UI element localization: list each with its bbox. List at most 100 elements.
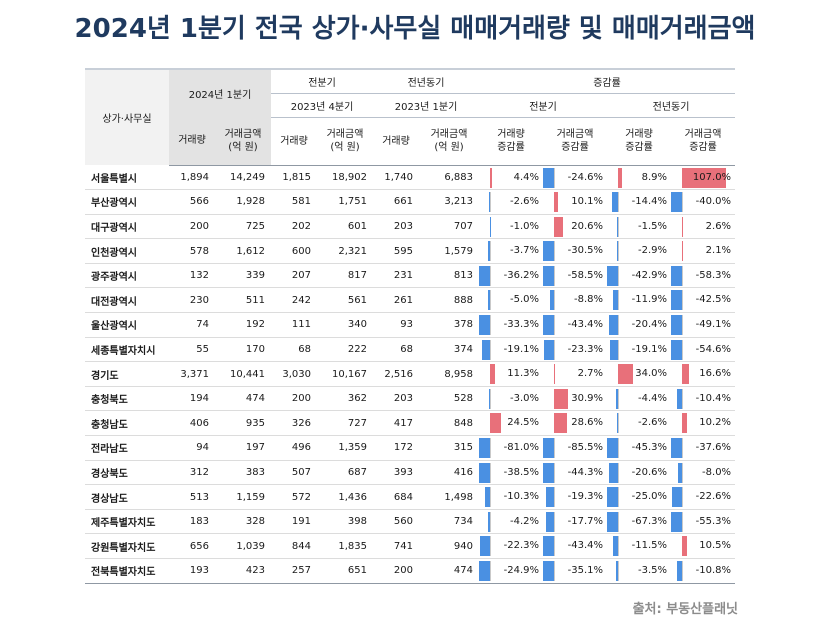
amt-change-year-cell: -22.6% (671, 484, 736, 510)
region-cell: 광주광역시 (85, 263, 169, 289)
prev-year-volume-cell: 203 (373, 386, 420, 412)
vol-change-year-cell: -20.6% (607, 460, 672, 486)
change-value: -19.3% (567, 491, 604, 503)
bar-axis (490, 388, 492, 409)
current-amount-cell: 10,441 (215, 361, 271, 387)
negative-change-bar (671, 290, 683, 311)
prev-quarter-volume-cell: 200 (271, 386, 317, 412)
negative-change-bar (678, 462, 682, 483)
prev-year-volume-cell: 1,740 (373, 165, 420, 191)
current-volume-cell: 230 (169, 287, 215, 314)
positive-change-bar (490, 167, 492, 188)
prev-quarter-amount-cell: 2,321 (317, 238, 374, 264)
change-value: -4.4% (638, 392, 668, 404)
change-value: -20.4% (631, 319, 668, 331)
vol-change-quarter-cell: -3.0% (479, 386, 544, 412)
bar-axis (618, 192, 620, 213)
region-cell: 대구광역시 (85, 214, 169, 240)
header-amount-change: 거래금액 증감률 (543, 117, 608, 166)
bar-axis (554, 290, 556, 311)
current-amount-cell: 935 (215, 410, 271, 437)
vol-change-quarter-cell: -3.7% (479, 238, 544, 264)
header-amount: 거래금액 (억 원) (419, 117, 480, 166)
current-volume-cell: 193 (169, 558, 215, 584)
current-volume-cell: 55 (169, 337, 215, 363)
change-value: -10.4% (695, 392, 732, 404)
negative-change-bar (616, 561, 618, 581)
current-amount-cell: 474 (215, 386, 271, 412)
vol-change-quarter-cell: -19.1% (479, 337, 544, 363)
bar-axis (618, 536, 620, 557)
bar-axis (490, 192, 492, 213)
region-cell: 세종특별자치시 (85, 337, 169, 363)
prev-quarter-amount-cell: 222 (317, 337, 374, 363)
change-value: 10.1% (571, 196, 604, 208)
current-amount-cell: 170 (215, 337, 271, 363)
table-row: 경상북도 312 383 507 687 393 416 -38.5% -44.3% -20.6%… (85, 460, 736, 486)
prev-quarter-amount-cell: 10,167 (317, 361, 374, 387)
negative-change-bar (671, 339, 683, 360)
change-value: 4.4% (513, 171, 540, 183)
negative-change-bar (488, 511, 490, 532)
current-volume-cell: 3,371 (169, 361, 215, 387)
bar-axis (618, 265, 620, 286)
prev-year-volume-cell: 393 (373, 460, 420, 486)
prev-quarter-volume-cell: 207 (271, 263, 317, 289)
bar-axis (682, 339, 684, 360)
change-value: 16.6% (699, 368, 732, 380)
prev-quarter-amount-cell: 601 (317, 214, 374, 240)
bar-axis (554, 339, 556, 360)
negative-change-bar (543, 339, 554, 360)
vol-change-quarter-cell: -81.0% (479, 435, 544, 461)
amt-change-quarter-cell: 30.9% (543, 386, 608, 412)
vol-change-quarter-cell: -10.3% (479, 484, 544, 510)
amt-change-year-cell: -42.5% (671, 287, 736, 314)
region-cell: 충청남도 (85, 410, 169, 437)
bar-axis (618, 339, 620, 360)
bar-axis (490, 511, 492, 532)
amt-change-year-cell: -55.3% (671, 509, 736, 535)
negative-change-bar (488, 192, 490, 213)
amt-change-quarter-cell: 10.1% (543, 189, 608, 215)
change-value: -54.6% (695, 343, 732, 355)
negative-change-bar (617, 216, 618, 237)
prev-quarter-amount-cell: 340 (317, 312, 374, 338)
prev-year-amount-cell: 374 (419, 337, 480, 363)
change-value: -67.3% (631, 515, 668, 527)
change-value: -17.7% (567, 515, 604, 527)
prev-year-volume-cell: 560 (373, 509, 420, 535)
amt-change-quarter-cell: -35.1% (543, 558, 608, 584)
change-value: -24.9% (503, 565, 540, 576)
header-volume: 거래량 (373, 117, 420, 166)
header-amount: 거래금액 (억 원) (317, 117, 374, 166)
prev-quarter-volume-cell: 257 (271, 558, 317, 584)
change-value: -11.5% (631, 540, 668, 552)
current-volume-cell: 656 (169, 533, 215, 559)
vol-change-quarter-cell: -33.3% (479, 312, 544, 338)
bar-axis (554, 265, 556, 286)
bar-axis (682, 561, 684, 581)
prev-quarter-volume-cell: 202 (271, 214, 317, 240)
negative-change-bar (543, 265, 555, 286)
change-value: -44.3% (567, 466, 604, 478)
prev-year-amount-cell: 378 (419, 312, 480, 338)
negative-change-bar (616, 241, 618, 262)
current-volume-cell: 1,894 (169, 165, 215, 191)
prev-year-volume-cell: 684 (373, 484, 420, 510)
table-row: 부산광역시 566 1,928 581 1,751 661 3,213 -2.6% 10.1% -… (85, 189, 736, 215)
bar-axis (618, 438, 620, 459)
bar-axis (618, 216, 620, 237)
current-amount-cell: 197 (215, 435, 271, 461)
bar-axis (618, 388, 620, 409)
region-cell: 경상남도 (85, 484, 169, 510)
change-value: -23.3% (567, 343, 604, 355)
bar-axis (682, 290, 684, 311)
bar-axis (554, 561, 556, 581)
header-volume: 거래량 (169, 117, 215, 166)
prev-quarter-volume-cell: 3,030 (271, 361, 317, 387)
bar-axis (682, 462, 684, 483)
positive-change-bar (682, 216, 684, 237)
bar-axis (682, 487, 684, 508)
change-value: -10.3% (503, 491, 540, 503)
region-cell: 강원특별자치도 (85, 533, 169, 559)
